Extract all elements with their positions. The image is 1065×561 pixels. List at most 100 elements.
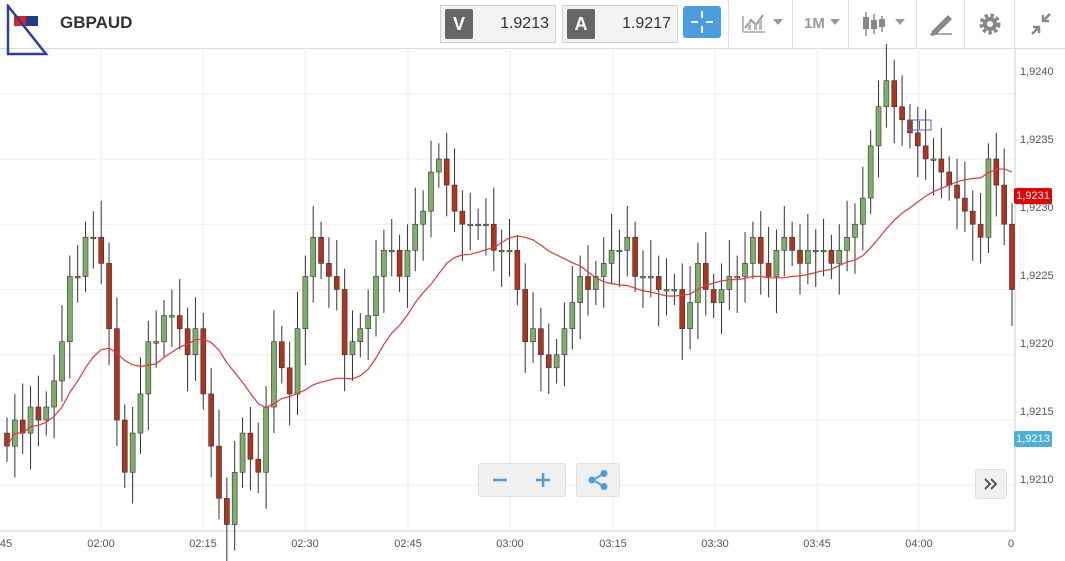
y-tick-label: 1,9235 bbox=[1020, 134, 1054, 146]
scroll-to-latest-button[interactable] bbox=[975, 469, 1007, 499]
timeframe-menu[interactable]: 1M bbox=[792, 0, 849, 48]
candle-body bbox=[538, 328, 544, 356]
candle-body bbox=[938, 158, 945, 173]
candle-body bbox=[459, 210, 466, 225]
candle-body bbox=[428, 171, 434, 212]
candle-body bbox=[318, 236, 324, 264]
candle-body bbox=[577, 276, 583, 303]
candle-body bbox=[522, 289, 529, 343]
zoom-out-button[interactable] bbox=[479, 464, 521, 496]
candle-body bbox=[710, 289, 717, 303]
candle-body bbox=[184, 328, 191, 356]
settings-button[interactable] bbox=[964, 0, 1015, 48]
candle-body bbox=[655, 276, 662, 290]
candle-body bbox=[341, 289, 348, 356]
candle-body bbox=[585, 276, 591, 290]
drawing-tools-button[interactable] bbox=[916, 0, 965, 48]
zoom-controls bbox=[478, 463, 566, 497]
y-tick-label: 1,9210 bbox=[1020, 474, 1054, 486]
bid-quote[interactable]: V 1.9213 bbox=[440, 5, 556, 43]
candle-body bbox=[27, 406, 34, 434]
candle-body bbox=[475, 223, 481, 227]
candle-body bbox=[608, 250, 615, 264]
candle-body bbox=[742, 263, 748, 277]
candle-body bbox=[545, 354, 552, 369]
candle-body bbox=[43, 406, 50, 421]
candle-body bbox=[4, 432, 10, 447]
candle-body bbox=[294, 328, 301, 395]
x-tick-label: 45 bbox=[0, 538, 13, 550]
candle-body bbox=[239, 432, 246, 473]
candlestick-icon bbox=[863, 12, 885, 36]
candle-body bbox=[907, 119, 913, 134]
minus-icon bbox=[493, 478, 507, 482]
collapse-button[interactable] bbox=[1014, 0, 1065, 48]
gear-icon bbox=[979, 13, 1001, 35]
double-chevron-right-icon bbox=[984, 478, 998, 490]
candle-body bbox=[757, 236, 764, 264]
crosshair-button[interactable] bbox=[683, 6, 721, 38]
candle-body bbox=[789, 236, 795, 251]
ask-quote[interactable]: A 1.9217 bbox=[562, 5, 678, 43]
share-button[interactable] bbox=[577, 464, 619, 496]
zoom-in-button[interactable] bbox=[522, 464, 564, 496]
x-tick-label: 02:00 bbox=[87, 538, 115, 550]
indicators-icon bbox=[742, 14, 765, 33]
candle-body bbox=[467, 223, 474, 227]
candle-body bbox=[530, 328, 536, 343]
candle-body bbox=[969, 210, 976, 225]
candle-body bbox=[687, 302, 693, 329]
candle-body bbox=[946, 171, 952, 186]
candle-body bbox=[648, 276, 654, 279]
candle-body bbox=[765, 263, 772, 277]
candle-body bbox=[930, 158, 937, 161]
crosshair-icon bbox=[691, 11, 713, 33]
candle-body bbox=[718, 289, 725, 303]
last-candle-marker bbox=[907, 119, 932, 131]
candle-body bbox=[255, 458, 262, 473]
x-tick-label: 02:15 bbox=[189, 538, 217, 550]
bid-price-tag: 1,9213 bbox=[1014, 431, 1052, 447]
indicators-menu[interactable] bbox=[728, 0, 793, 48]
chevron-down-icon bbox=[830, 19, 840, 25]
candle-body bbox=[216, 445, 222, 499]
candle-body bbox=[867, 145, 874, 199]
chart-type-menu[interactable] bbox=[848, 0, 917, 48]
candle-body bbox=[844, 236, 850, 251]
x-tick-label: 02:45 bbox=[394, 538, 422, 550]
candle-body bbox=[333, 276, 340, 290]
x-tick-label: 04:00 bbox=[905, 538, 933, 550]
candle-body bbox=[695, 263, 701, 303]
candle-body bbox=[224, 498, 230, 525]
candle-body bbox=[1001, 184, 1007, 225]
candle-body bbox=[514, 250, 521, 290]
candle-body bbox=[820, 250, 827, 253]
ask-tag: A bbox=[567, 9, 595, 39]
candle-body bbox=[781, 236, 788, 251]
candle-body bbox=[98, 236, 105, 264]
candle-body bbox=[593, 276, 599, 290]
candle-body bbox=[82, 236, 89, 277]
candle-body bbox=[302, 276, 309, 329]
candle-body bbox=[490, 223, 497, 251]
candle-body bbox=[632, 236, 638, 277]
y-tick-label: 1,9215 bbox=[1020, 406, 1054, 418]
candle-body bbox=[12, 419, 18, 447]
candle-body bbox=[616, 250, 623, 253]
candle-body bbox=[734, 276, 740, 279]
candle-body bbox=[726, 276, 733, 290]
candle-body bbox=[208, 393, 214, 447]
candle-body bbox=[286, 367, 293, 395]
chevron-down-icon bbox=[773, 19, 783, 25]
y-tick-label: 1,9230 bbox=[1020, 202, 1054, 214]
chart-toolbar: GBPAUD V 1.9213 A 1.9217 1M bbox=[0, 0, 1065, 56]
candle-body bbox=[797, 250, 803, 264]
candle-body bbox=[451, 184, 458, 212]
candle-body bbox=[19, 419, 26, 434]
candle-body bbox=[914, 132, 921, 147]
candle-body bbox=[263, 406, 269, 473]
candle-body bbox=[750, 236, 756, 264]
candle-body bbox=[373, 276, 379, 316]
x-tick-label: 0 bbox=[1007, 538, 1015, 550]
candle-body bbox=[200, 328, 207, 395]
